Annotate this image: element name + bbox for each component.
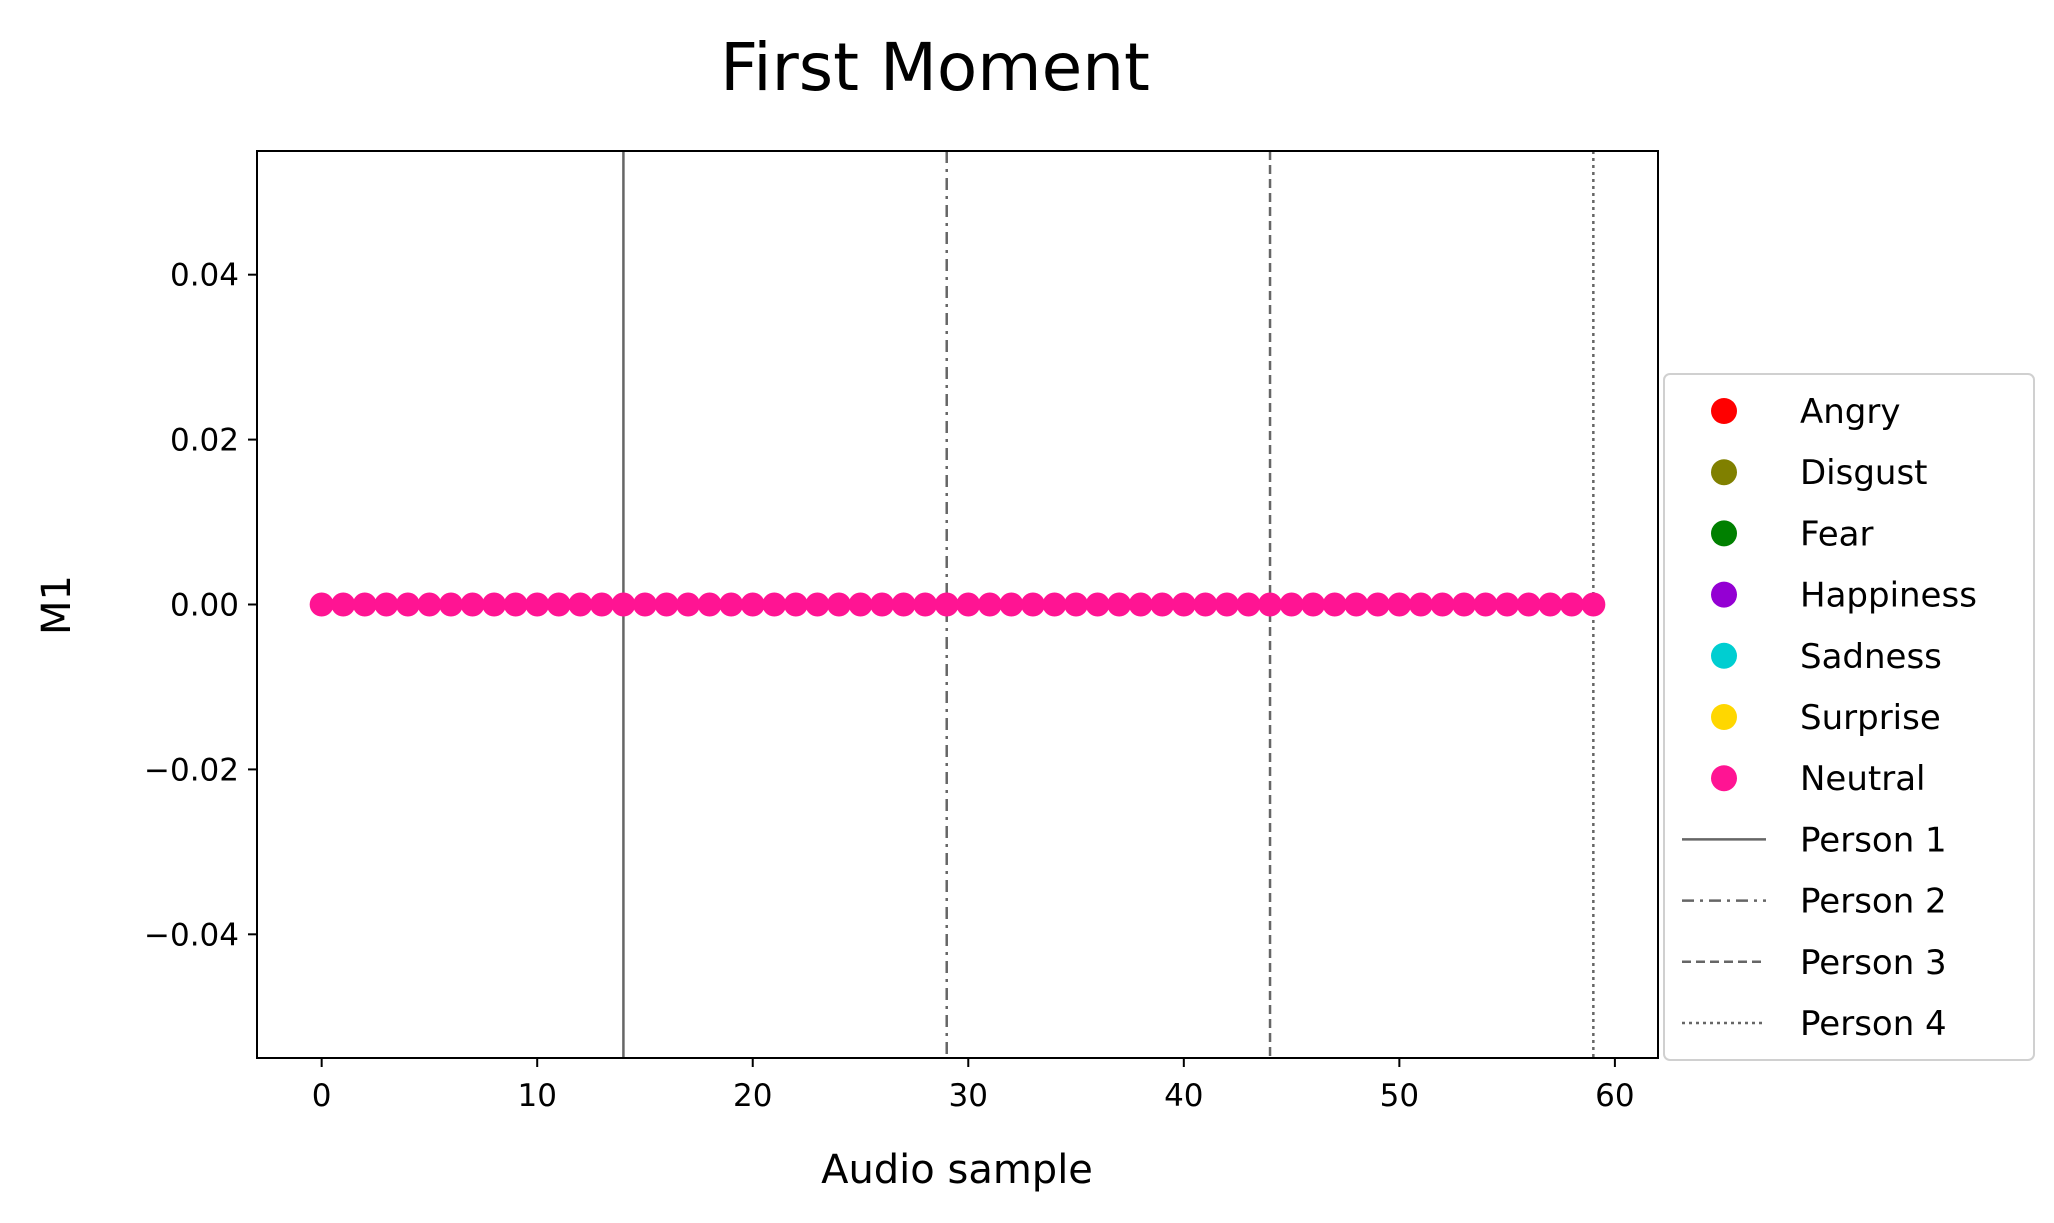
x-tick-label: 30 [949, 1078, 988, 1114]
x-tick-label: 60 [1595, 1078, 1634, 1114]
plot-area [309, 151, 1606, 1058]
x-axis: 0 10 20 30 40 50 60 [312, 1058, 1635, 1114]
point-neutral [1495, 592, 1520, 617]
legend-marker-surprise [1711, 704, 1737, 730]
y-tick-label: 0.02 [170, 423, 239, 459]
point-neutral [482, 592, 507, 617]
point-neutral [934, 592, 959, 617]
legend-label-fear: Fear [1800, 514, 1873, 554]
legend-marker-disgust [1711, 459, 1737, 486]
y-axis: 0.04 0.02 0.00 −0.02 −0.04 [144, 258, 257, 953]
point-neutral [395, 592, 420, 617]
point-neutral [568, 592, 593, 617]
point-neutral [1430, 592, 1455, 617]
point-neutral [913, 592, 938, 617]
point-neutral [826, 592, 851, 617]
point-neutral [1236, 592, 1261, 617]
point-neutral [740, 592, 765, 617]
point-neutral [1387, 592, 1412, 617]
x-axis-label: Audio sample [821, 1147, 1093, 1193]
point-neutral [848, 592, 873, 617]
point-neutral [1171, 592, 1196, 617]
x-tick-label: 50 [1380, 1078, 1419, 1114]
point-neutral [1085, 592, 1110, 617]
y-tick-label: −0.04 [144, 917, 239, 953]
point-neutral [352, 592, 377, 617]
point-neutral [589, 592, 614, 617]
legend-label-person-3: Person 3 [1800, 943, 1947, 983]
point-neutral [503, 592, 528, 617]
point-neutral [1344, 592, 1369, 617]
point-neutral [1258, 592, 1283, 617]
y-tick-label: 0.00 [170, 588, 239, 624]
legend-label-person-4: Person 4 [1800, 1004, 1947, 1044]
point-neutral [697, 592, 722, 617]
legend-marker-angry [1711, 398, 1737, 424]
point-neutral [805, 592, 830, 617]
point-neutral [999, 592, 1024, 617]
point-neutral [956, 592, 981, 617]
point-neutral [1214, 592, 1239, 617]
point-neutral [891, 592, 916, 617]
point-neutral [438, 592, 463, 617]
point-neutral [417, 592, 442, 617]
chart-title: First Moment [720, 29, 1150, 106]
y-axis-label: M1 [34, 575, 80, 635]
legend-marker-happiness [1711, 581, 1737, 608]
point-neutral [1279, 592, 1304, 617]
point-neutral [611, 592, 636, 617]
point-neutral [1473, 592, 1498, 617]
legend-label-person-1: Person 1 [1800, 820, 1947, 860]
x-tick-label: 40 [1164, 1078, 1203, 1114]
point-neutral [1020, 592, 1045, 617]
point-neutral [331, 592, 356, 617]
x-tick-label: 10 [517, 1078, 556, 1114]
x-tick-label: 0 [312, 1078, 332, 1114]
legend-label-happiness: Happiness [1800, 576, 1977, 616]
point-neutral [546, 592, 571, 617]
point-neutral [374, 592, 399, 617]
legend-label-disgust: Disgust [1800, 453, 1928, 493]
legend-label-sadness: Sadness [1800, 637, 1942, 677]
legend-marker-fear [1711, 520, 1737, 547]
point-neutral [1559, 592, 1584, 617]
point-neutral [654, 592, 679, 617]
point-neutral [1107, 592, 1132, 617]
point-neutral [1042, 592, 1067, 617]
point-neutral [1301, 592, 1326, 617]
legend-label-neutral: Neutral [1800, 759, 1926, 799]
y-tick-label: 0.04 [170, 258, 239, 294]
point-neutral [460, 592, 485, 617]
point-neutral [783, 592, 808, 617]
point-neutral [309, 592, 334, 617]
legend: Angry Disgust Fear Happiness Sadness Surprise… [1663, 373, 2035, 1061]
legend-frame [1663, 373, 2035, 1061]
point-neutral [870, 592, 895, 617]
point-neutral [1538, 592, 1563, 617]
point-neutral [1064, 592, 1089, 617]
point-neutral [1408, 592, 1433, 617]
legend-marker-sadness [1711, 642, 1737, 669]
point-neutral [1365, 592, 1390, 617]
legend-label-person-2: Person 2 [1800, 882, 1947, 922]
point-neutral [632, 592, 657, 617]
legend-label-angry: Angry [1800, 392, 1901, 432]
x-tick-label: 20 [733, 1078, 772, 1114]
point-neutral [1128, 592, 1153, 617]
point-neutral [977, 592, 1002, 617]
point-neutral [1516, 592, 1541, 617]
point-neutral [1150, 592, 1175, 617]
point-neutral [1452, 592, 1477, 617]
point-neutral [762, 592, 787, 617]
point-neutral [676, 592, 701, 617]
point-neutral [719, 592, 744, 617]
legend-label-surprise: Surprise [1800, 698, 1941, 738]
point-neutral [1322, 592, 1347, 617]
point-neutral [1193, 592, 1218, 617]
y-tick-label: −0.02 [144, 752, 239, 788]
point-neutral [525, 592, 550, 617]
point-neutral [1581, 592, 1606, 617]
legend-marker-neutral [1711, 765, 1737, 792]
